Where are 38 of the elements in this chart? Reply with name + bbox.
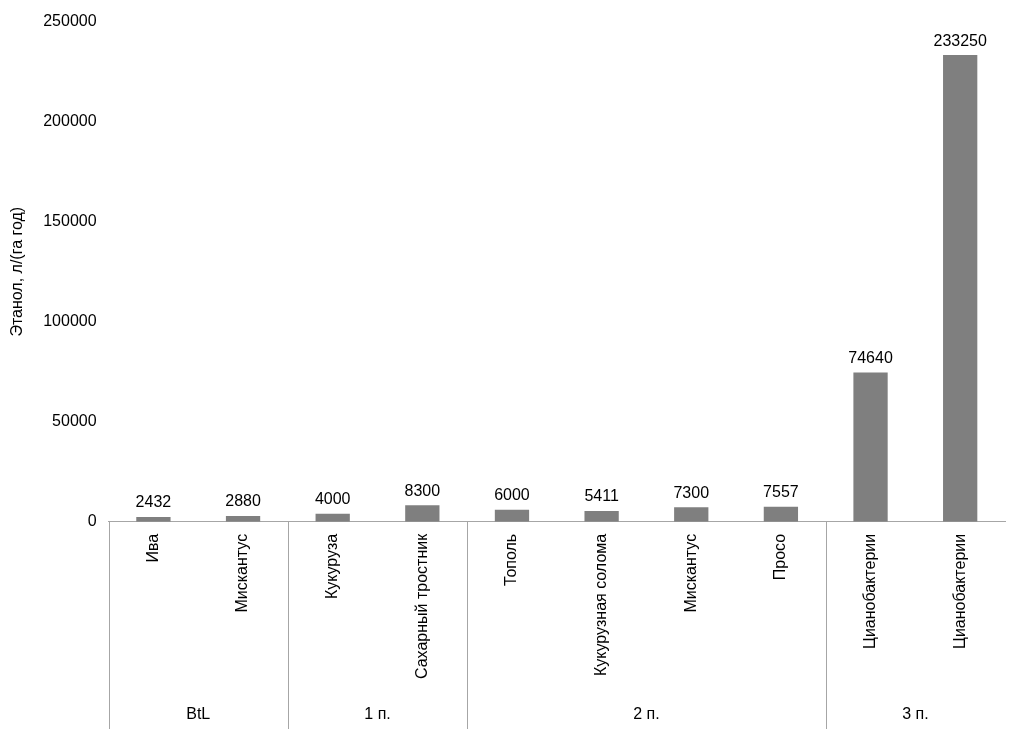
x-tick-label: Ива	[143, 533, 161, 563]
x-tick-label: Цианобактерии	[950, 533, 968, 649]
data-label: 8300	[404, 481, 441, 499]
data-label: 2880	[225, 492, 261, 510]
x-tick-label: Цианобактерии	[860, 533, 878, 649]
x-tick-label: Кукуруза	[323, 533, 341, 600]
bar	[674, 507, 709, 522]
bar	[763, 506, 799, 522]
x-tick-label: Сахарный тростник	[412, 532, 430, 680]
y-tick-label: 200000	[43, 112, 97, 130]
bar	[853, 372, 888, 522]
x-tick-label: Просо	[771, 533, 789, 581]
y-tick-label: 100000	[43, 312, 97, 330]
x-tick-label: Мискантус	[233, 533, 251, 613]
bar	[943, 55, 978, 522]
y-tick-label: 50000	[52, 412, 97, 430]
data-label: 233250	[933, 31, 987, 49]
data-label: 7557	[763, 483, 799, 501]
bar	[494, 509, 530, 522]
data-label: 74640	[848, 348, 893, 366]
text: 2 п.	[633, 705, 660, 723]
text: 1 п.	[364, 705, 391, 723]
data-label: 7300	[673, 483, 710, 501]
x-tick-label: Кукурузная солома	[592, 533, 610, 677]
y-axis-title: Этанол, л/(га год)	[8, 206, 26, 337]
text: 3 п.	[902, 705, 929, 723]
x-tick-label: Мискантус	[681, 533, 699, 613]
x-tick-label: Тополь	[502, 533, 520, 587]
bar	[405, 505, 440, 522]
text: BtL	[186, 705, 211, 723]
y-tick-label: 150000	[43, 212, 97, 230]
data-label: 6000	[494, 486, 530, 504]
data-label: 4000	[314, 490, 351, 508]
bar	[584, 510, 619, 522]
data-label: 5411	[584, 487, 619, 505]
y-tick-label: 0	[87, 512, 97, 530]
y-tick-label: 250000	[43, 12, 97, 30]
data-label: 2432	[135, 493, 172, 511]
